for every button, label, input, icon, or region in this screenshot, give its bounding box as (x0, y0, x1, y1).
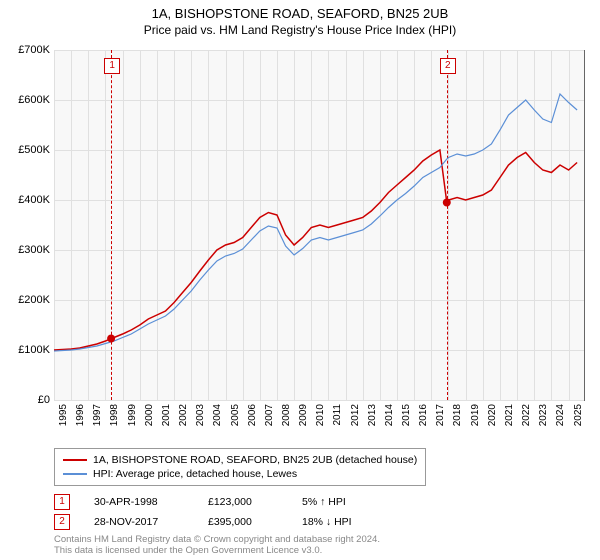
y-tick-label: £500K (6, 144, 50, 156)
x-tick-label: 1996 (75, 404, 86, 434)
legend-swatch (63, 459, 87, 461)
event-dot (107, 335, 115, 343)
x-tick-label: 2020 (487, 404, 498, 434)
series-line-hpi (54, 94, 577, 351)
series-line-property (54, 150, 577, 350)
event-pct: 18% ↓ HPI (302, 516, 392, 528)
x-tick-label: 2011 (332, 404, 343, 434)
x-tick-label: 2012 (350, 404, 361, 434)
event-row: 2 28-NOV-2017 £395,000 18% ↓ HPI (54, 512, 392, 532)
x-tick-label: 2010 (315, 404, 326, 434)
x-tick-label: 2000 (144, 404, 155, 434)
x-tick-label: 2018 (452, 404, 463, 434)
line-plot (54, 50, 584, 400)
x-tick-label: 2009 (298, 404, 309, 434)
x-tick-label: 2019 (470, 404, 481, 434)
chart-container: 1A, BISHOPSTONE ROAD, SEAFORD, BN25 2UB … (0, 0, 600, 560)
x-tick-label: 2017 (435, 404, 446, 434)
x-tick-label: 2023 (538, 404, 549, 434)
legend-label: HPI: Average price, detached house, Lewe… (93, 468, 297, 480)
x-tick-label: 2013 (367, 404, 378, 434)
x-tick-label: 2014 (384, 404, 395, 434)
chart-subtitle: Price paid vs. HM Land Registry's House … (0, 21, 600, 43)
x-tick-label: 2003 (195, 404, 206, 434)
legend-item-hpi: HPI: Average price, detached house, Lewe… (63, 467, 417, 481)
y-tick-label: £300K (6, 244, 50, 256)
x-tick-label: 1997 (92, 404, 103, 434)
x-tick-label: 2016 (418, 404, 429, 434)
y-tick-label: £200K (6, 294, 50, 306)
x-tick-label: 2021 (504, 404, 515, 434)
event-pct: 5% ↑ HPI (302, 496, 392, 508)
chart-title: 1A, BISHOPSTONE ROAD, SEAFORD, BN25 2UB (0, 0, 600, 21)
x-tick-label: 2001 (161, 404, 172, 434)
y-tick-label: £700K (6, 44, 50, 56)
y-tick-label: £400K (6, 194, 50, 206)
x-tick-label: 2022 (521, 404, 532, 434)
x-tick-label: 2015 (401, 404, 412, 434)
event-date: 30-APR-1998 (94, 496, 184, 508)
event-id-box: 2 (54, 514, 70, 530)
x-tick-label: 2008 (281, 404, 292, 434)
x-tick-label: 1998 (109, 404, 120, 434)
x-tick-label: 2025 (573, 404, 584, 434)
y-tick-label: £100K (6, 344, 50, 356)
y-tick-label: £0 (6, 394, 50, 406)
attribution: Contains HM Land Registry data © Crown c… (54, 534, 380, 557)
event-date: 28-NOV-2017 (94, 516, 184, 528)
legend-item-property: 1A, BISHOPSTONE ROAD, SEAFORD, BN25 2UB … (63, 453, 417, 467)
x-tick-label: 2004 (212, 404, 223, 434)
x-tick-label: 2006 (247, 404, 258, 434)
legend-swatch (63, 473, 87, 475)
x-tick-label: 2002 (178, 404, 189, 434)
x-tick-label: 1999 (127, 404, 138, 434)
y-tick-label: £600K (6, 94, 50, 106)
x-tick-label: 2005 (230, 404, 241, 434)
event-id-box: 1 (54, 494, 70, 510)
x-tick-label: 1995 (58, 404, 69, 434)
legend: 1A, BISHOPSTONE ROAD, SEAFORD, BN25 2UB … (54, 448, 426, 486)
x-tick-label: 2007 (264, 404, 275, 434)
legend-label: 1A, BISHOPSTONE ROAD, SEAFORD, BN25 2UB … (93, 454, 417, 466)
attribution-line: Contains HM Land Registry data © Crown c… (54, 534, 380, 545)
event-price: £123,000 (208, 496, 278, 508)
event-price: £395,000 (208, 516, 278, 528)
event-dot (443, 199, 451, 207)
attribution-line: This data is licensed under the Open Gov… (54, 545, 380, 556)
events-table: 1 30-APR-1998 £123,000 5% ↑ HPI 2 28-NOV… (54, 492, 392, 532)
event-row: 1 30-APR-1998 £123,000 5% ↑ HPI (54, 492, 392, 512)
x-tick-label: 2024 (555, 404, 566, 434)
